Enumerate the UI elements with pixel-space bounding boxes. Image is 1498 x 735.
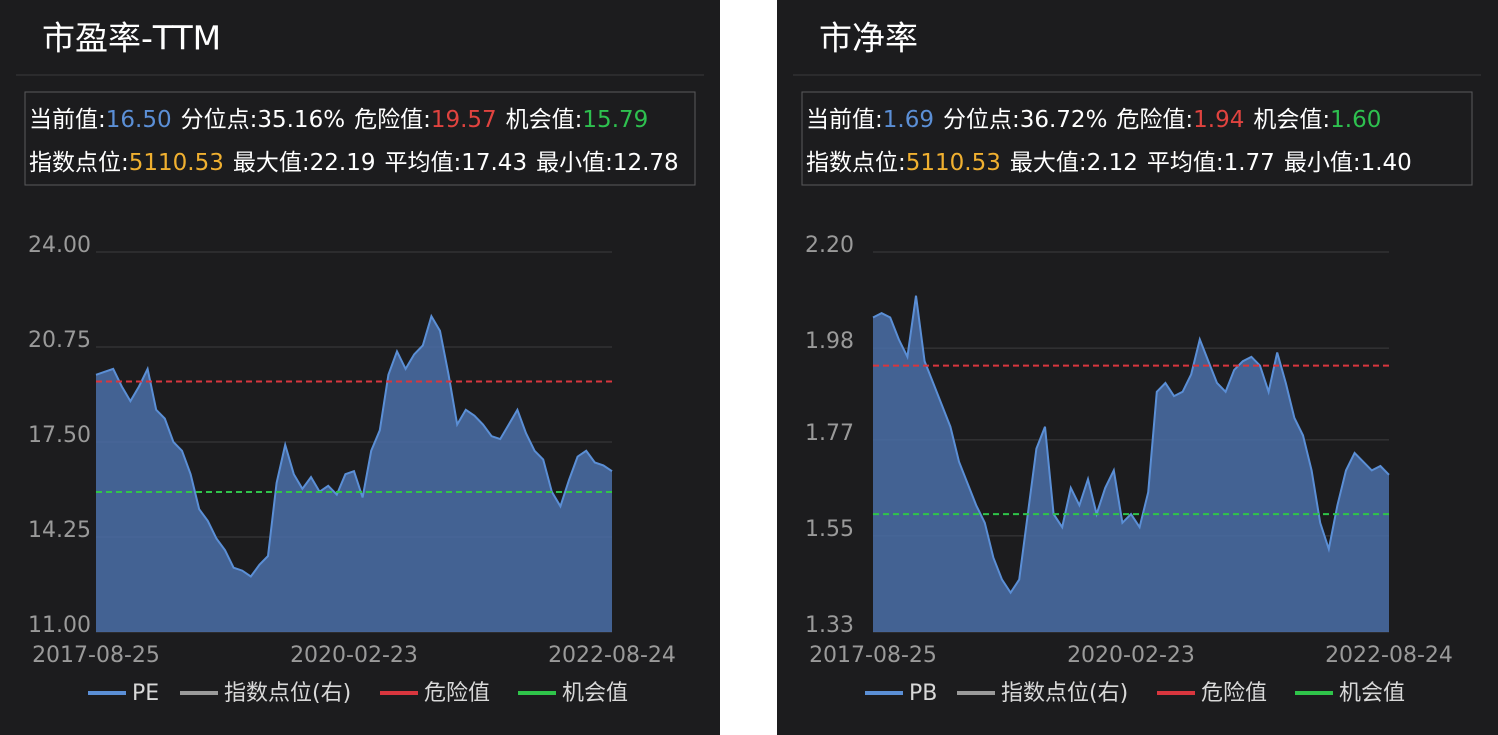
stat-label: 当前值: <box>29 107 106 133</box>
area-line <box>872 295 1390 595</box>
y-tick-label: 1.98 <box>805 329 854 354</box>
stat-label: 指数点位: <box>806 150 906 176</box>
y-tick-label: 2.20 <box>805 233 854 258</box>
chart-title: 市净率 <box>819 19 918 58</box>
legend-label: PE <box>132 681 159 706</box>
stat-value: 35.16% <box>257 107 345 133</box>
legend-label: 机会值 <box>1339 681 1405 706</box>
stat-label: 平均值: <box>1147 150 1224 176</box>
x-tick-label: 2020-02-23 <box>290 643 418 668</box>
legend-label: 指数点位(右) <box>1001 681 1128 706</box>
y-tick-label: 17.50 <box>28 423 91 448</box>
stat-value: 1.69 <box>883 107 934 133</box>
stat-label: 最小值: <box>536 150 613 176</box>
x-tick-label: 2022-08-24 <box>548 643 676 668</box>
stats-line: 当前值:16.50 分位点:35.16% 危险值:19.57 机会值:15.79 <box>29 107 648 133</box>
x-tick-label: 2022-08-24 <box>1325 643 1453 668</box>
stat-label: 机会值: <box>506 107 583 133</box>
stat-value: 17.43 <box>461 150 527 176</box>
stats-box <box>24 91 696 186</box>
stat-label: 危险值: <box>1116 107 1193 133</box>
y-tick-label: 20.75 <box>28 328 91 353</box>
stat-label: 指数点位: <box>29 150 129 176</box>
stat-label: 分位点: <box>943 107 1020 133</box>
stat-value: 2.12 <box>1087 150 1138 176</box>
y-tick-label: 1.33 <box>805 613 854 638</box>
x-tick-label: 2017-08-25 <box>809 643 937 668</box>
legend-label: 危险值 <box>424 681 490 706</box>
stat-value: 1.60 <box>1330 107 1381 133</box>
stat-label: 最小值: <box>1284 150 1361 176</box>
y-tick-label: 1.77 <box>805 421 854 446</box>
stat-label: 当前值: <box>806 107 883 133</box>
stat-label: 分位点: <box>181 107 258 133</box>
stat-value: 1.77 <box>1224 150 1275 176</box>
stat-value: 16.50 <box>106 107 172 133</box>
stats-line: 指数点位:5110.53 最大值:22.19 平均值:17.43 最小值:12.78 <box>29 150 679 176</box>
stat-label: 最大值: <box>1010 150 1087 176</box>
stat-label: 机会值: <box>1253 107 1330 133</box>
stat-value: 1.94 <box>1193 107 1244 133</box>
y-tick-label: 11.00 <box>28 613 91 638</box>
stat-value: 36.72% <box>1020 107 1108 133</box>
y-tick-label: 14.25 <box>28 518 91 543</box>
y-tick-label: 1.55 <box>805 517 854 542</box>
stat-value: 1.40 <box>1361 150 1412 176</box>
area-fill <box>873 295 1389 632</box>
legend-label: 机会值 <box>562 681 628 706</box>
area-line <box>95 313 613 578</box>
stat-value: 22.19 <box>310 150 376 176</box>
stats-line: 指数点位:5110.53 最大值:2.12 平均值:1.77 最小值:1.40 <box>806 150 1412 176</box>
stat-label: 平均值: <box>384 150 461 176</box>
stat-value: 12.78 <box>613 150 679 176</box>
x-tick-label: 2017-08-25 <box>32 643 160 668</box>
stats-line: 当前值:1.69 分位点:36.72% 危险值:1.94 机会值:1.60 <box>806 107 1381 133</box>
stats-box <box>801 91 1473 186</box>
y-tick-label: 24.00 <box>28 233 91 258</box>
x-tick-label: 2020-02-23 <box>1067 643 1195 668</box>
stat-label: 危险值: <box>354 107 431 133</box>
legend-label: 危险值 <box>1201 681 1267 706</box>
stat-value: 15.79 <box>582 107 648 133</box>
legend-label: 指数点位(右) <box>224 681 351 706</box>
stat-value: 5110.53 <box>129 150 224 176</box>
stat-value: 19.57 <box>431 107 497 133</box>
stat-value: 5110.53 <box>906 150 1001 176</box>
chart-title: 市盈率-TTM <box>42 19 221 58</box>
legend-label: PB <box>909 681 937 706</box>
stat-label: 最大值: <box>233 150 310 176</box>
